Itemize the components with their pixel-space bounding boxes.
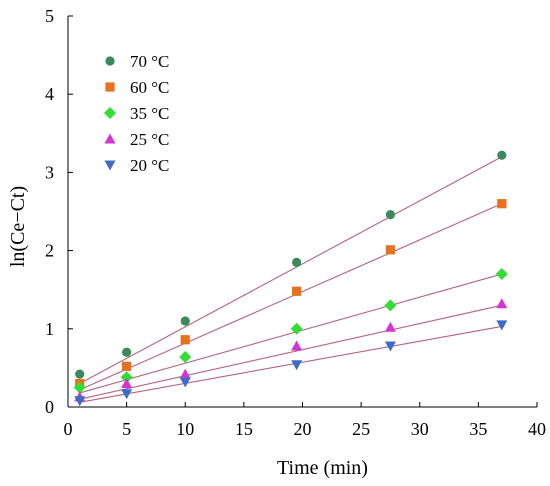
- fit-line: [79, 304, 502, 400]
- legend-marker: [104, 133, 116, 144]
- legend-marker: [105, 82, 115, 92]
- x-ticks: 0 5 10 15 20 25 30 35 40: [64, 402, 546, 439]
- series-0: [75, 150, 507, 385]
- data-point: [385, 245, 396, 255]
- data-point: [290, 322, 303, 335]
- legend-label: 25 °C: [130, 130, 169, 149]
- series-1: [75, 199, 507, 391]
- data-point: [120, 371, 133, 384]
- y-tick-label: 5: [45, 6, 54, 26]
- x-tick-label: 15: [235, 419, 253, 439]
- x-tick-label: 5: [122, 419, 131, 439]
- x-tick-label: 35: [469, 419, 487, 439]
- y-axis-title: ln(Ce−Ct): [7, 186, 29, 267]
- y-tick-label: 1: [45, 319, 54, 339]
- legend-marker: [104, 107, 116, 119]
- y-tick-label: 3: [45, 162, 54, 182]
- fit-line: [79, 273, 502, 394]
- legend-item: 60 °C: [105, 78, 169, 97]
- data-point: [384, 321, 396, 332]
- legend-label: 60 °C: [130, 78, 169, 97]
- data-point: [292, 257, 302, 267]
- y-tick-label: 4: [45, 84, 54, 104]
- fit-line: [79, 156, 503, 385]
- data-point: [122, 347, 132, 357]
- legend-item: 25 °C: [104, 130, 169, 149]
- legend-marker: [105, 56, 115, 66]
- legend: 70 °C 60 °C 35 °C 25 °C 20 °C: [104, 52, 169, 175]
- data-point: [496, 320, 508, 331]
- series-4: [74, 320, 508, 407]
- data-point: [497, 150, 507, 160]
- y-tick-label: 2: [45, 241, 54, 261]
- legend-item: 35 °C: [104, 104, 169, 123]
- legend-item: 70 °C: [105, 52, 169, 71]
- data-point: [121, 378, 133, 389]
- data-point: [75, 369, 85, 379]
- x-tick-label: 10: [176, 419, 194, 439]
- data-point: [384, 341, 396, 352]
- data-point: [385, 210, 396, 220]
- y-ticks: 0 1 2 3 4 5: [45, 6, 73, 417]
- data-point: [496, 298, 508, 309]
- data-point: [497, 199, 507, 209]
- fit-line: [79, 203, 503, 391]
- y-tick-label: 0: [45, 397, 54, 417]
- data-point: [495, 268, 508, 281]
- legend-label: 70 °C: [130, 52, 169, 71]
- data-point: [180, 335, 190, 345]
- x-tick-label: 0: [64, 419, 73, 439]
- data-point: [384, 299, 397, 312]
- legend-marker: [104, 160, 116, 171]
- data-point: [291, 360, 303, 371]
- legend-label: 35 °C: [130, 104, 169, 123]
- data-point: [73, 381, 86, 394]
- plot-area: [73, 150, 508, 407]
- legend-label: 20 °C: [130, 156, 169, 175]
- x-tick-label: 30: [411, 419, 429, 439]
- data-point: [121, 389, 133, 400]
- data-point: [74, 396, 86, 407]
- data-point: [291, 340, 303, 351]
- x-tick-label: 20: [294, 419, 312, 439]
- series-2: [73, 268, 508, 394]
- data-point: [122, 361, 132, 371]
- axes: [67, 16, 537, 408]
- x-tick-label: 40: [528, 419, 546, 439]
- data-point: [179, 377, 191, 388]
- data-point: [179, 368, 191, 379]
- data-point: [292, 286, 302, 296]
- legend-item: 20 °C: [104, 156, 169, 175]
- data-point: [179, 350, 192, 363]
- series-3: [74, 298, 508, 402]
- data-point: [180, 316, 190, 326]
- x-tick-label: 25: [352, 419, 370, 439]
- x-axis-title: Time (min): [277, 457, 368, 479]
- fit-line: [79, 325, 502, 403]
